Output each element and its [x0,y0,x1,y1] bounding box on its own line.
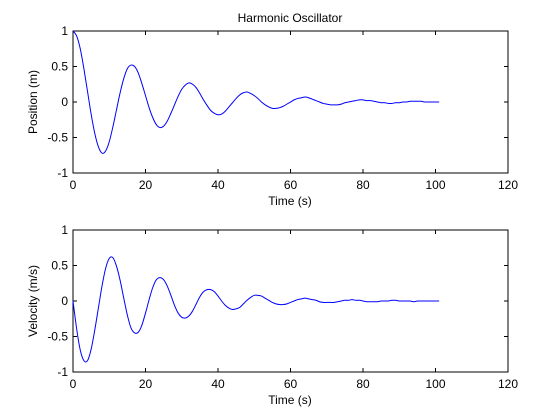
velocity-y-tick-label: 0.5 [51,259,68,273]
position-x-tick-label: 20 [139,178,153,192]
velocity-x-tick-label: 100 [425,377,445,391]
velocity-axes-box [72,229,509,373]
velocity-x-tick-label: 80 [356,377,370,391]
position-ticks [72,30,509,174]
chart-title: Harmonic Oscillator [238,11,343,25]
position-x-tick-label: 40 [211,178,225,192]
position-x-tick-label: 100 [425,178,445,192]
position-y-tick-label: -1 [57,166,68,180]
velocity-ticks [72,229,509,373]
position-x-tick-label: 0 [70,178,77,192]
position-subplot: 0 20 40 60 80 100 120 -1 -0.5 0 0.5 1 Harmonic Osci… [26,11,518,208]
position-x-tick-label: 80 [356,178,370,192]
velocity-x-tick-label: 120 [498,377,518,391]
velocity-y-tick-label: -1 [57,365,68,379]
position-y-tick-label: 0 [61,95,68,109]
position-series-line [72,30,440,154]
velocity-y-tick-label: 1 [61,223,68,237]
velocity-series-line [72,256,440,363]
position-tick-labels: 0 20 40 60 80 100 120 -1 -0.5 0 0.5 1 [47,24,518,192]
velocity-y-axis-label: Velocity (m/s) [26,265,40,337]
velocity-y-tick-label: -0.5 [47,330,68,344]
position-y-tick-label: -0.5 [47,131,68,145]
position-x-tick-label: 120 [498,178,518,192]
velocity-subplot: 0 20 40 60 80 100 120 -1 -0.5 0 0.5 1 Time (s) Velo… [26,223,518,407]
position-y-tick-label: 0.5 [51,60,68,74]
velocity-x-tick-label: 40 [211,377,225,391]
position-y-axis-label: Position (m) [26,70,40,134]
velocity-x-tick-label: 20 [139,377,153,391]
velocity-tick-labels: 0 20 40 60 80 100 120 -1 -0.5 0 0.5 1 [47,223,518,391]
velocity-y-tick-label: 0 [61,294,68,308]
velocity-x-axis-label: Time (s) [268,393,312,407]
position-x-axis-label: Time (s) [268,194,312,208]
velocity-x-tick-label: 60 [284,377,298,391]
position-x-tick-label: 60 [284,178,298,192]
position-y-tick-label: 1 [61,24,68,38]
velocity-x-tick-label: 0 [70,377,77,391]
